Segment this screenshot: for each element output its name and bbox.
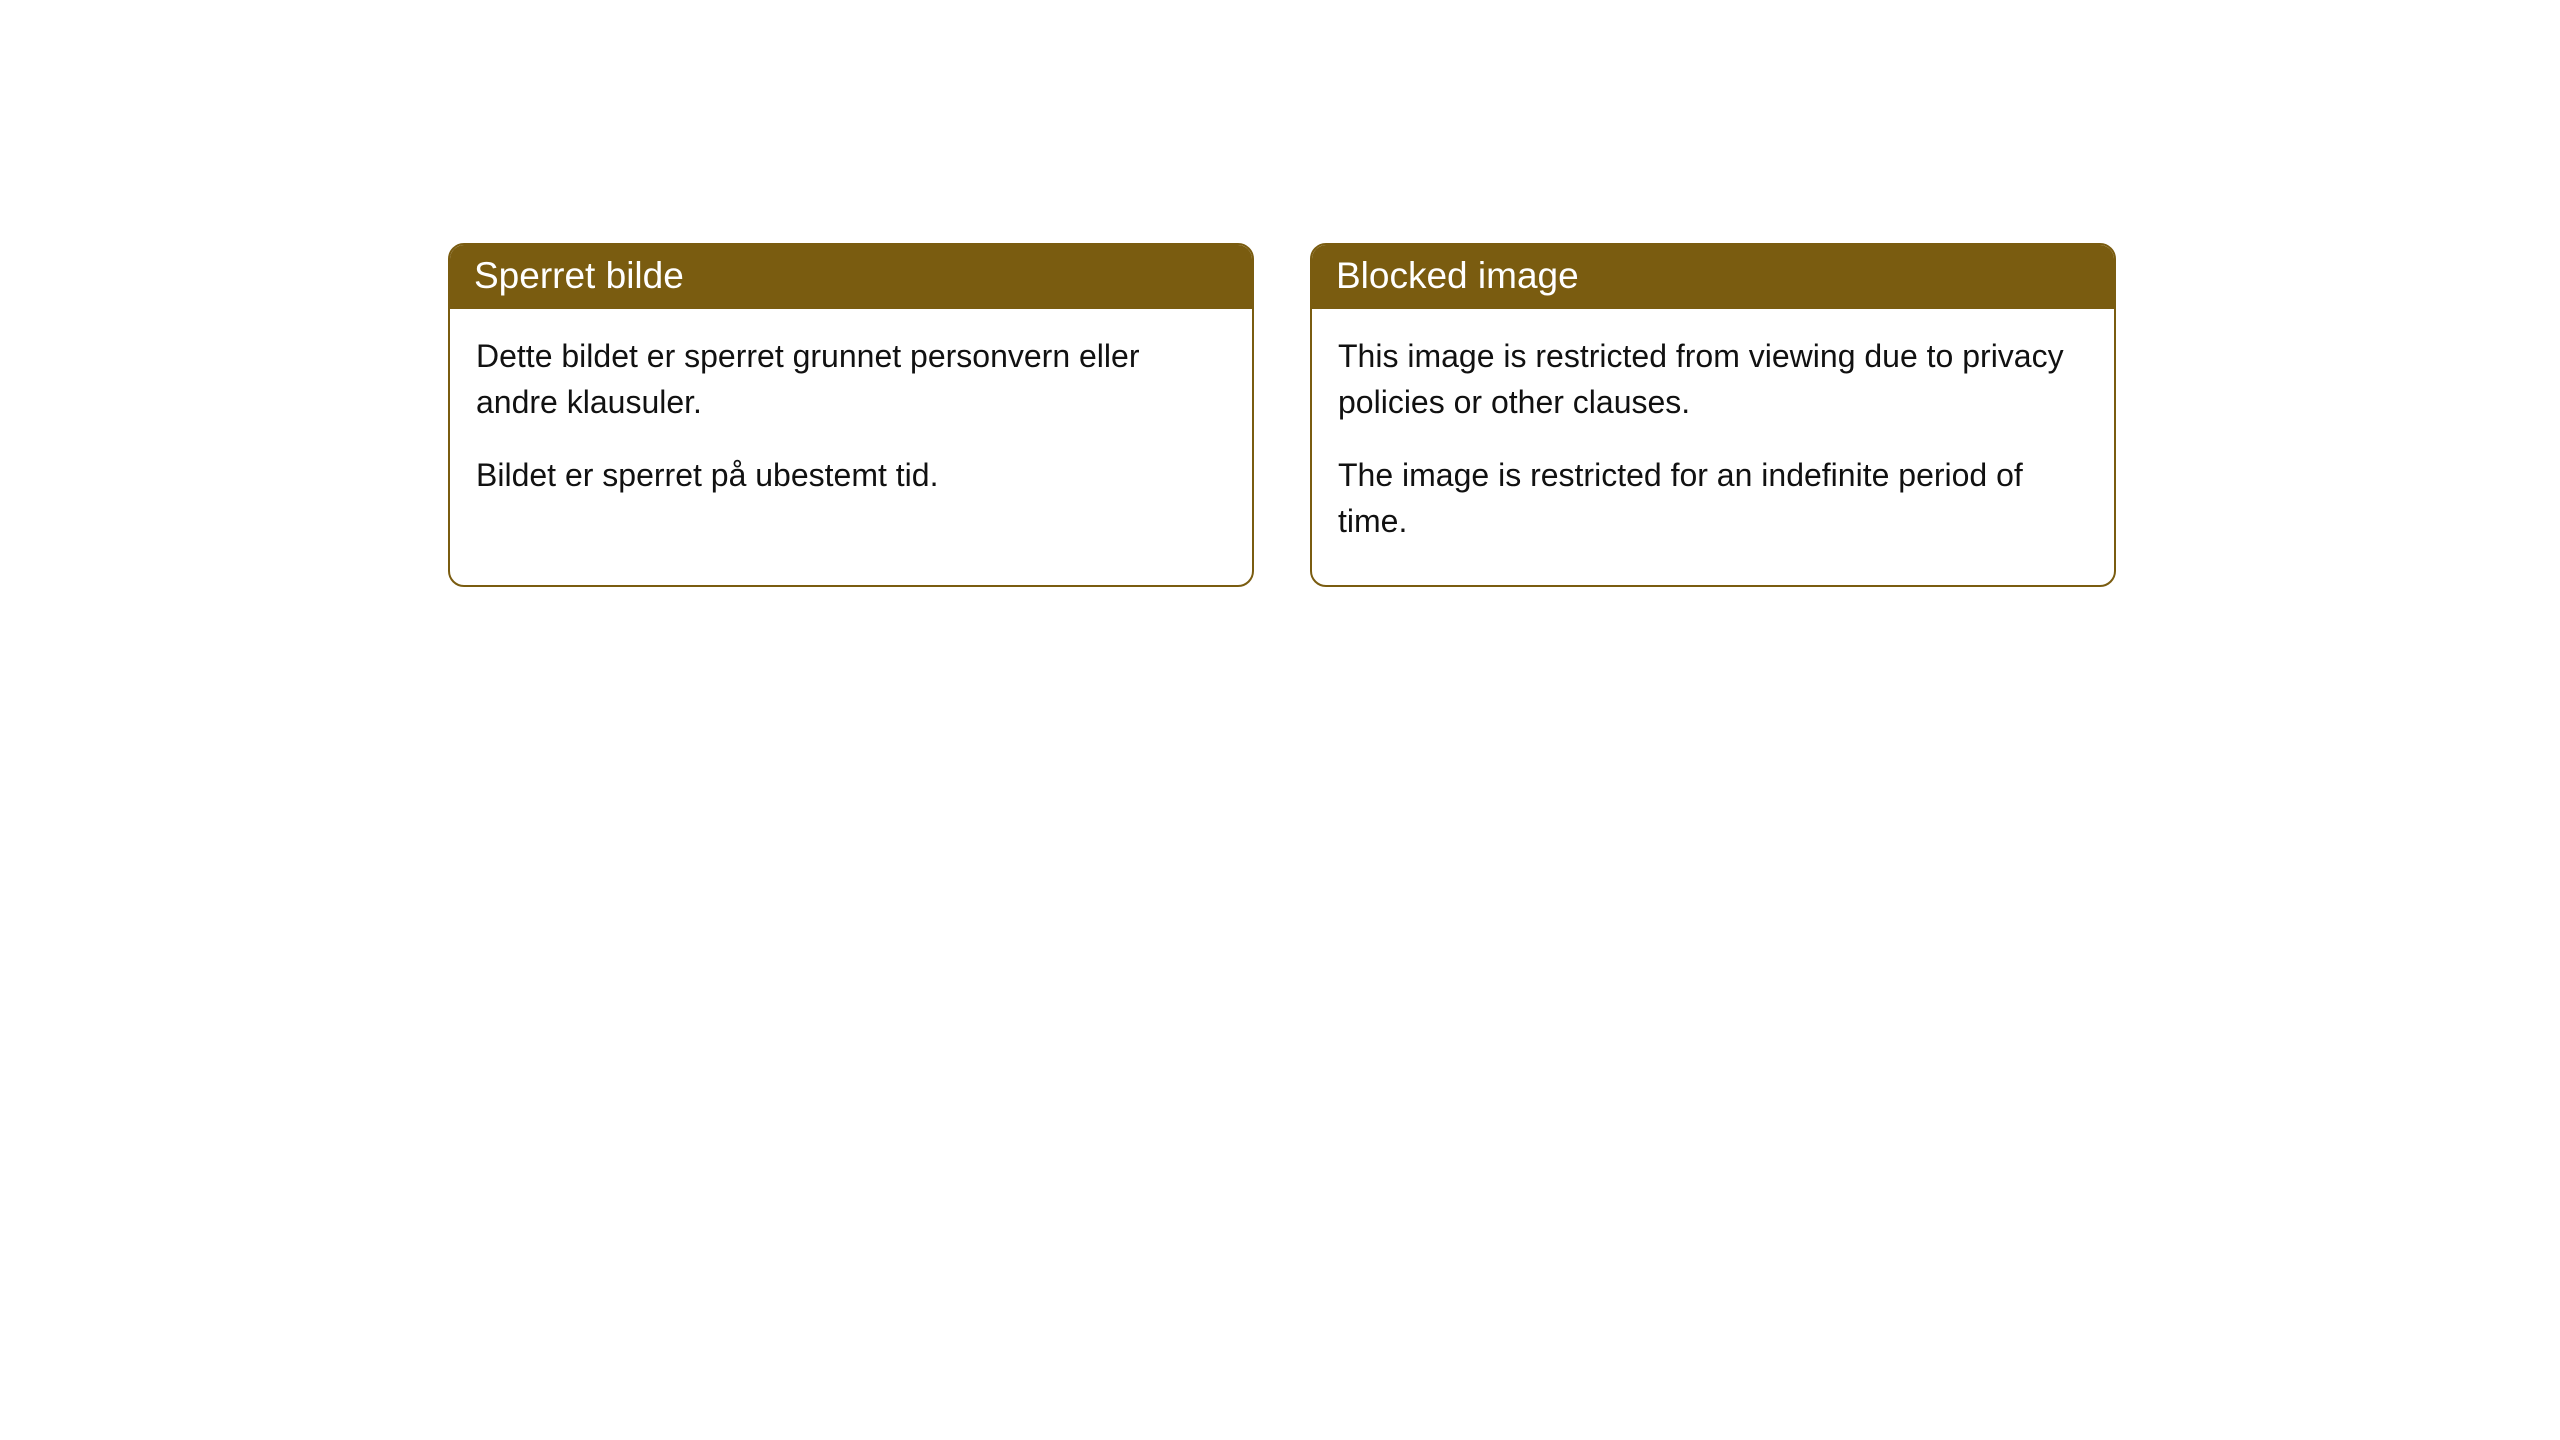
notice-card-paragraph: This image is restricted from viewing du…: [1338, 333, 2088, 426]
notice-card-header: Sperret bilde: [450, 245, 1252, 309]
notice-card-paragraph: The image is restricted for an indefinit…: [1338, 452, 2088, 545]
notice-card-english: Blocked image This image is restricted f…: [1310, 243, 2116, 587]
notice-card-body: Dette bildet er sperret grunnet personve…: [450, 309, 1252, 538]
notice-card-norwegian: Sperret bilde Dette bildet er sperret gr…: [448, 243, 1254, 587]
notice-card-paragraph: Bildet er sperret på ubestemt tid.: [476, 452, 1226, 498]
notice-card-body: This image is restricted from viewing du…: [1312, 309, 2114, 585]
notice-cards-container: Sperret bilde Dette bildet er sperret gr…: [448, 243, 2116, 587]
notice-card-header: Blocked image: [1312, 245, 2114, 309]
notice-card-paragraph: Dette bildet er sperret grunnet personve…: [476, 333, 1226, 426]
